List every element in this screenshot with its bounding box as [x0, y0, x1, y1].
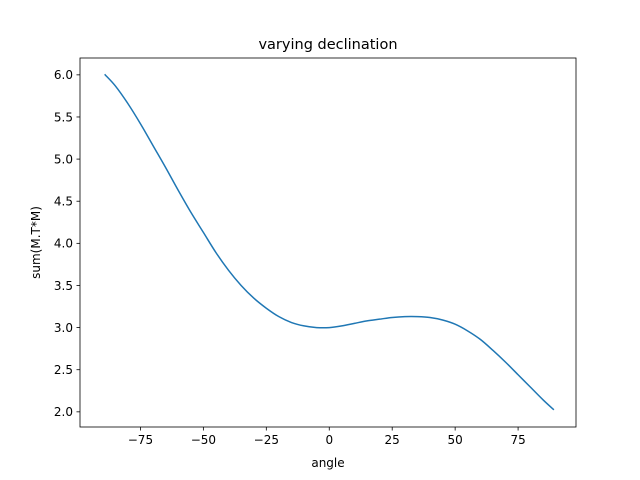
- y-tick-label: 5.0: [54, 152, 73, 166]
- x-tick-label: −75: [128, 433, 153, 447]
- x-tick-label: 0: [325, 433, 333, 447]
- y-tick-label: 5.5: [54, 110, 73, 124]
- y-tick-label: 4.0: [54, 237, 73, 251]
- y-tick-label: 3.0: [54, 321, 73, 335]
- x-axis-ticks: −75 −50 −25 0 25 50 75: [128, 427, 526, 447]
- series-line: [104, 73, 555, 411]
- x-tick-label: 75: [510, 433, 525, 447]
- y-axis-ticks: 2.0 2.5 3.0 3.5 4.0 4.5 5.0 5.5 6.0: [54, 68, 80, 419]
- y-tick-label: 4.5: [54, 195, 73, 209]
- y-tick-label: 6.0: [54, 68, 73, 82]
- x-tick-label: −50: [191, 433, 216, 447]
- y-tick-label: 2.0: [54, 405, 73, 419]
- x-tick-label: 50: [448, 433, 463, 447]
- x-axis-label: angle: [311, 456, 344, 470]
- x-tick-label: 25: [385, 433, 400, 447]
- x-tick-label: −25: [254, 433, 279, 447]
- chart-title: varying declination: [258, 37, 397, 53]
- y-tick-label: 3.5: [54, 279, 73, 293]
- plot-frame: [79, 57, 577, 428]
- y-axis-label: sum(M.T*M): [29, 206, 43, 279]
- y-tick-label: 2.5: [54, 363, 73, 377]
